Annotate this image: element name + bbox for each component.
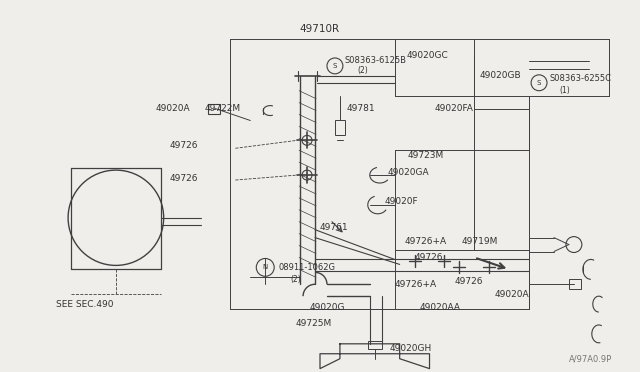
Text: 49719M: 49719M <box>461 237 498 246</box>
Text: S: S <box>333 63 337 69</box>
Text: 49020GA: 49020GA <box>388 168 429 177</box>
Text: 49726+A: 49726+A <box>404 237 447 246</box>
Text: 49020GH: 49020GH <box>390 344 432 353</box>
Text: A/97A0.9P: A/97A0.9P <box>569 354 612 363</box>
Text: 49726: 49726 <box>170 141 198 150</box>
Text: 49020GC: 49020GC <box>406 51 449 61</box>
Text: 49020A: 49020A <box>494 290 529 299</box>
Text: S08363-6255C: S08363-6255C <box>549 74 611 83</box>
Text: SEE SEC.490: SEE SEC.490 <box>56 299 114 309</box>
Text: S08363-6125B: S08363-6125B <box>345 57 407 65</box>
Text: 49726: 49726 <box>415 253 443 262</box>
Text: (2): (2) <box>290 275 301 284</box>
Text: 49020AA: 49020AA <box>420 302 461 312</box>
Text: S: S <box>537 80 541 86</box>
Bar <box>209 104 220 113</box>
Text: 49781: 49781 <box>347 104 376 113</box>
Text: 08911-1062G: 08911-1062G <box>278 263 335 272</box>
Text: 49761: 49761 <box>320 223 349 232</box>
Text: (2): (2) <box>358 66 369 76</box>
Text: 49725M: 49725M <box>295 320 332 328</box>
Text: 49722M: 49722M <box>204 104 241 113</box>
Text: N: N <box>262 264 268 270</box>
Text: 49020G: 49020G <box>310 302 346 312</box>
Text: 49020GB: 49020GB <box>479 71 521 80</box>
Text: 49710R: 49710R <box>300 24 340 34</box>
Text: 49726+A: 49726+A <box>395 280 436 289</box>
Text: 49020A: 49020A <box>156 104 190 113</box>
Bar <box>335 121 345 135</box>
Text: 49726: 49726 <box>170 174 198 183</box>
Text: 49726: 49726 <box>454 277 483 286</box>
Text: 49020F: 49020F <box>385 198 419 206</box>
Bar <box>569 279 581 289</box>
Text: 49723M: 49723M <box>408 151 444 160</box>
Text: (1): (1) <box>559 86 570 95</box>
Text: 49020FA: 49020FA <box>435 104 474 113</box>
Bar <box>368 341 381 349</box>
